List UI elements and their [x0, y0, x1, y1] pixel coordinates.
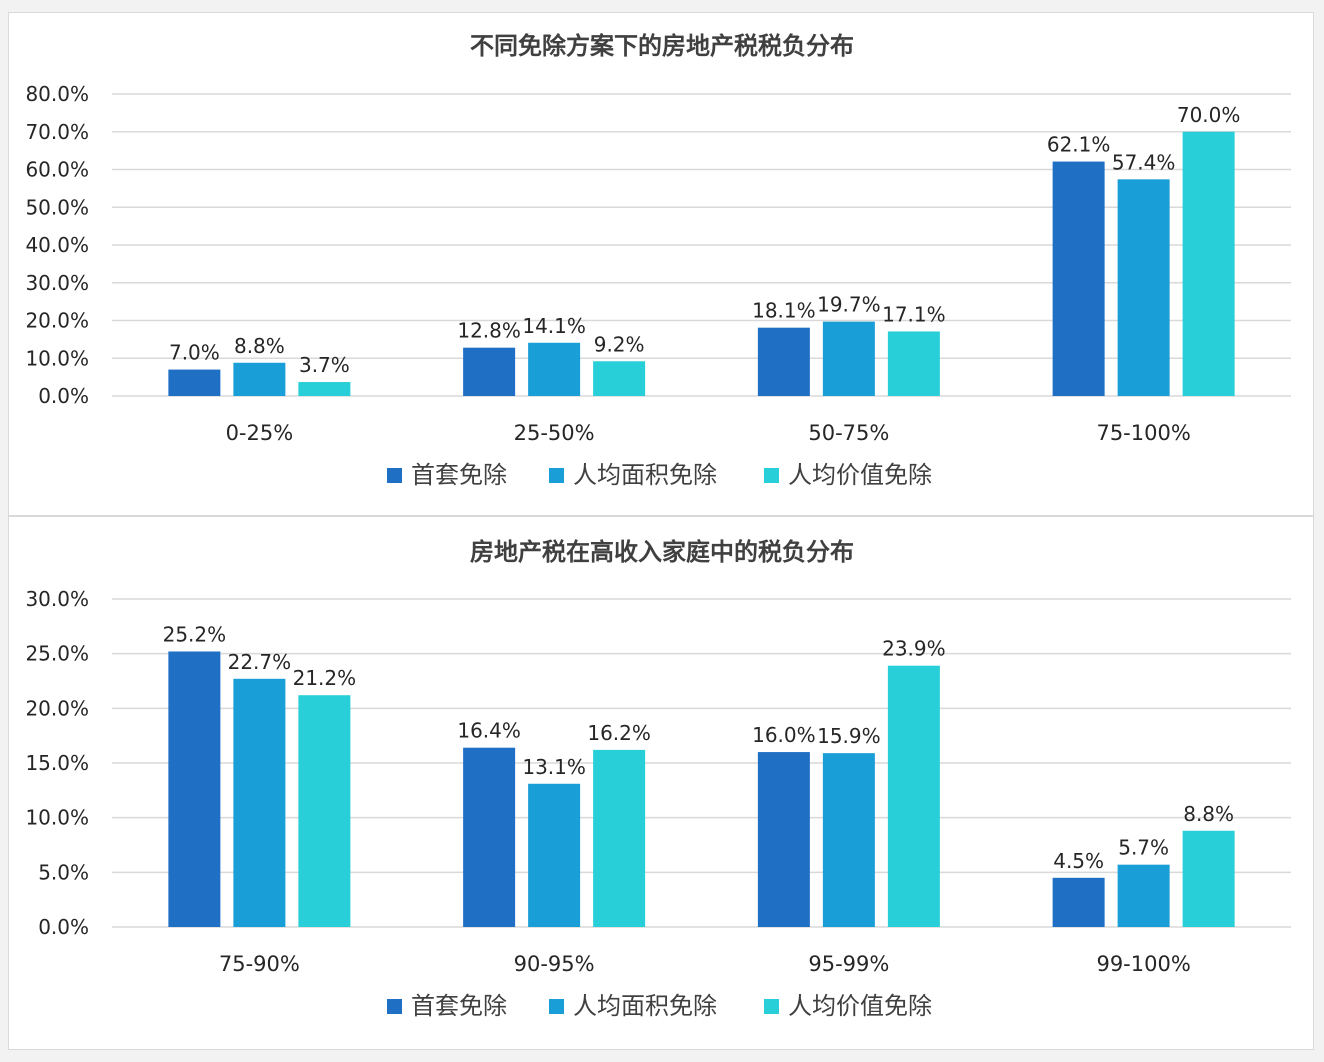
bar	[528, 783, 581, 927]
data-label: 8.8%	[234, 334, 285, 358]
bar	[887, 665, 940, 927]
bar	[822, 753, 875, 927]
data-label: 8.8%	[1183, 802, 1234, 826]
y-tick-label: 40.0%	[25, 233, 89, 257]
legend-swatch	[387, 468, 402, 483]
legend-swatch	[387, 999, 402, 1014]
bar	[1117, 179, 1170, 396]
bar	[233, 678, 286, 927]
legend-swatch	[764, 468, 779, 483]
legend-swatch	[764, 999, 779, 1014]
legend: 首套免除 人均面积免除 人均价值免除	[387, 992, 932, 1020]
data-label: 9.2%	[594, 332, 645, 356]
data-label: 25.2%	[163, 622, 227, 646]
y-tick-label: 20.0%	[25, 309, 89, 333]
bar	[593, 361, 646, 396]
data-label: 16.2%	[587, 721, 651, 745]
data-label: 13.1%	[522, 755, 586, 779]
y-tick-label: 70.0%	[25, 120, 89, 144]
bar	[233, 362, 286, 396]
data-label: 22.7%	[228, 650, 292, 674]
bar	[1117, 864, 1170, 927]
chart-panel-high-income: 房地产税在高收入家庭中的税负分布 0.0% 5.0% 10.0% 15.0% 20.0% 2…	[8, 516, 1314, 1050]
x-tick-label: 90-95%	[514, 952, 595, 976]
bar	[1052, 877, 1105, 927]
bar-chart-high-income: 房地产税在高收入家庭中的税负分布 0.0% 5.0% 10.0% 15.0% 20.0% 2…	[25, 537, 1291, 1020]
bar	[168, 651, 221, 927]
bar	[1182, 830, 1235, 927]
legend-swatch	[549, 468, 564, 483]
data-label: 57.4%	[1112, 150, 1176, 174]
legend-label: 首套免除	[411, 461, 507, 489]
legend-label: 人均面积免除	[573, 461, 717, 489]
legend-label: 人均价值免除	[788, 992, 932, 1020]
bar	[463, 747, 516, 927]
data-label: 7.0%	[169, 341, 220, 365]
y-tick-label: 15.0%	[25, 751, 89, 775]
bar	[757, 327, 810, 396]
x-tick-label: 50-75%	[808, 421, 889, 445]
data-label: 19.7%	[817, 293, 881, 317]
data-label: 5.7%	[1118, 836, 1169, 860]
data-label: 16.0%	[752, 723, 816, 747]
bar	[593, 749, 646, 927]
x-tick-label: 75-100%	[1096, 421, 1190, 445]
y-tick-label: 60.0%	[25, 158, 89, 182]
bar-chart-distribution: 不同免除方案下的房地产税税负分布 0.0% 10.0% 20.0% 30.0% 40.0%…	[25, 31, 1291, 489]
data-label: 23.9%	[882, 637, 946, 661]
bar	[1182, 131, 1235, 396]
y-tick-label: 25.0%	[25, 642, 89, 666]
bar	[528, 342, 581, 396]
y-tick-label: 5.0%	[38, 860, 89, 884]
y-tick-label: 80.0%	[25, 82, 89, 106]
chart-panel-distribution: 不同免除方案下的房地产税税负分布 0.0% 10.0% 20.0% 30.0% 40.0%…	[8, 12, 1314, 516]
bar	[887, 331, 940, 396]
legend-swatch	[549, 999, 564, 1014]
bar	[822, 321, 875, 396]
bar	[463, 347, 516, 396]
x-tick-label: 95-99%	[808, 952, 889, 976]
bar	[298, 382, 351, 396]
data-label: 14.1%	[522, 314, 586, 338]
data-label: 4.5%	[1053, 849, 1104, 873]
legend: 首套免除 人均面积免除 人均价值免除	[387, 461, 932, 489]
legend-label: 人均价值免除	[788, 461, 932, 489]
x-tick-label: 75-90%	[219, 952, 300, 976]
data-label: 15.9%	[817, 724, 881, 748]
x-tick-label: 0-25%	[226, 421, 294, 445]
data-label: 12.8%	[457, 319, 521, 343]
x-tick-label: 99-100%	[1096, 952, 1190, 976]
bar	[168, 369, 221, 396]
y-tick-label: 20.0%	[25, 696, 89, 720]
data-label: 3.7%	[299, 353, 350, 377]
data-label: 17.1%	[882, 302, 946, 326]
data-label: 21.2%	[293, 666, 357, 690]
data-label: 18.1%	[752, 299, 816, 323]
y-tick-label: 10.0%	[25, 806, 89, 830]
y-tick-label: 30.0%	[25, 587, 89, 611]
legend-label: 人均面积免除	[573, 992, 717, 1020]
data-label: 70.0%	[1177, 103, 1241, 127]
legend-label: 首套免除	[411, 992, 507, 1020]
y-tick-label: 0.0%	[38, 915, 89, 939]
chart-title: 房地产税在高收入家庭中的税负分布	[470, 537, 854, 566]
bar	[298, 695, 351, 927]
y-tick-label: 50.0%	[25, 195, 89, 219]
bar	[757, 752, 810, 927]
y-tick-label: 0.0%	[38, 384, 89, 408]
y-tick-label: 30.0%	[25, 271, 89, 295]
bar	[1052, 161, 1105, 396]
data-label: 16.4%	[457, 719, 521, 743]
chart-title: 不同免除方案下的房地产税税负分布	[470, 31, 854, 60]
y-tick-label: 10.0%	[25, 346, 89, 370]
data-label: 62.1%	[1047, 133, 1111, 157]
x-tick-label: 25-50%	[514, 421, 595, 445]
